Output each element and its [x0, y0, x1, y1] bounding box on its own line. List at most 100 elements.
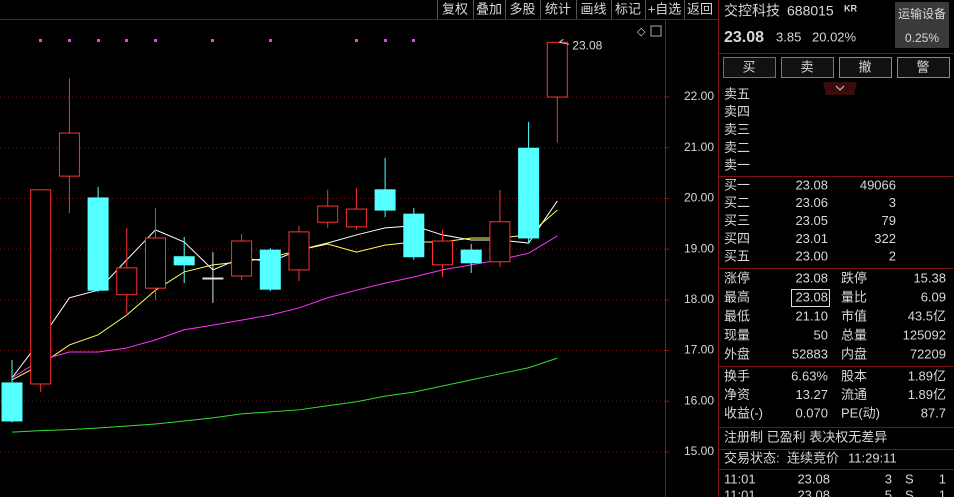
stat-value: 1.89亿: [908, 387, 946, 402]
y-tick-label: 15.00: [684, 444, 714, 458]
candle-body: [489, 221, 511, 263]
stat-value: 1.89亿: [908, 368, 946, 383]
bid-price: 23.00: [795, 249, 828, 264]
stat-label: 股本: [841, 368, 867, 383]
tick-count: 1: [939, 471, 946, 486]
candle-body: [403, 213, 425, 258]
y-tick-label: 20.00: [684, 191, 714, 205]
candle-body: [173, 256, 195, 266]
stat-value: 43.5亿: [908, 308, 946, 323]
y-tick-label: 16.00: [684, 393, 714, 407]
ask-label: 卖三: [724, 122, 750, 137]
sector-name[interactable]: 运输设备: [898, 6, 946, 21]
stat-value: 125092: [903, 327, 946, 342]
stat-value: 6.63%: [791, 368, 828, 383]
stat-value: 13.27: [795, 387, 828, 402]
trade-button-label[interactable]: 买: [742, 59, 755, 74]
toolbar-button[interactable]: 复权: [442, 1, 468, 16]
candle-body: [116, 267, 138, 296]
toolbar-button[interactable]: 标记: [615, 1, 641, 16]
stat-label: 内盘: [841, 346, 867, 361]
trade-button[interactable]: [839, 57, 892, 78]
last-price: 23.08: [724, 29, 764, 46]
stock-name: 交控科技: [724, 3, 780, 19]
stat-label: 涨停: [724, 270, 750, 285]
tick-time: 11:01: [724, 471, 756, 486]
candle-body: [460, 249, 482, 264]
quote-panel: 交控科技 688015 KR 运输设备 0.25% 23.08 3.85 20.02% 买 卖 撤 警…: [719, 2, 954, 497]
stock-code: 688015: [787, 3, 834, 19]
candle-body: [374, 189, 396, 211]
candle-body: [30, 189, 52, 385]
stat-label: 量比: [841, 289, 867, 304]
trade-button-label[interactable]: 撤: [858, 59, 871, 74]
candle-body: [145, 237, 166, 289]
tick-side: S: [905, 471, 914, 486]
trade-button[interactable]: [897, 57, 950, 78]
moving-average: [11, 235, 558, 379]
sector-box: [895, 2, 949, 48]
candle-body: [259, 249, 281, 290]
bid-volume: 3: [889, 195, 896, 210]
stat-value: 72209: [910, 346, 946, 361]
moving-average: [11, 209, 558, 381]
tick-time: 11:01: [724, 487, 756, 497]
toolbar-button[interactable]: 画线: [580, 1, 606, 16]
stat-value: 15.38: [913, 270, 946, 285]
window-icon[interactable]: [650, 25, 662, 37]
stat-value: 6.09: [921, 289, 946, 304]
stat-label: 最低: [724, 308, 750, 323]
collapse-tab[interactable]: [823, 82, 857, 95]
toolbar-button[interactable]: 叠加: [476, 1, 502, 16]
toolbar-button[interactable]: 统计: [545, 1, 571, 16]
tick-price: 23.08: [797, 471, 830, 486]
candle-body: [58, 132, 80, 177]
stat-label: 总量: [841, 327, 867, 342]
bid-label: 买五: [724, 249, 750, 264]
annotation: 23.08: [572, 38, 602, 52]
trade-button[interactable]: [781, 57, 834, 78]
stat-value: 0.070: [795, 405, 828, 420]
stat-label: 净资: [724, 387, 750, 402]
ask-label: 卖五: [724, 86, 750, 101]
status-state: 连续竞价: [787, 450, 839, 465]
stat-value: 21.10: [795, 308, 828, 323]
markers: [39, 39, 415, 42]
stat-value: 52883: [792, 346, 828, 361]
stat-label: PE(动): [841, 405, 880, 420]
stat-label: 最高: [724, 289, 750, 304]
trade-button-label[interactable]: 卖: [800, 59, 813, 74]
toolbar-button[interactable]: 多股: [509, 1, 535, 16]
stat-value: 50: [814, 327, 828, 342]
bid-label: 买三: [724, 213, 750, 228]
y-tick-label: 18.00: [684, 292, 714, 306]
candle-body: [317, 205, 339, 223]
y-tick-label: 19.00: [684, 241, 714, 255]
stat-label: 跌停: [841, 270, 867, 285]
toolbar-button[interactable]: 返回: [687, 1, 713, 16]
bid-volume: 79: [882, 213, 896, 228]
annotation-arrow: [559, 38, 570, 45]
y-tick-label: 21.00: [684, 140, 714, 154]
bid-volume: 322: [874, 231, 896, 246]
trade-button-label[interactable]: 警: [916, 59, 929, 74]
diamond-icon[interactable]: ◇: [637, 26, 646, 38]
candle-body: [202, 277, 224, 280]
highlight-box: [791, 289, 830, 307]
bid-price: 23.08: [795, 177, 828, 192]
y-tick-label: 22.00: [684, 89, 714, 103]
toolbar-button[interactable]: +自选: [648, 1, 682, 16]
candle-body: [432, 240, 453, 266]
ask-label: 卖二: [724, 140, 750, 155]
candle-body: [288, 231, 310, 271]
moving-average: [11, 357, 558, 433]
y-tick-label: 17.00: [684, 343, 714, 357]
stat-label: 外盘: [724, 346, 750, 361]
stat-label: 现量: [724, 327, 750, 342]
tick-volume: 3: [885, 471, 892, 486]
collapse-arrow[interactable]: [835, 85, 845, 91]
trade-button[interactable]: [723, 57, 776, 78]
stat-label: 换手: [724, 368, 750, 383]
